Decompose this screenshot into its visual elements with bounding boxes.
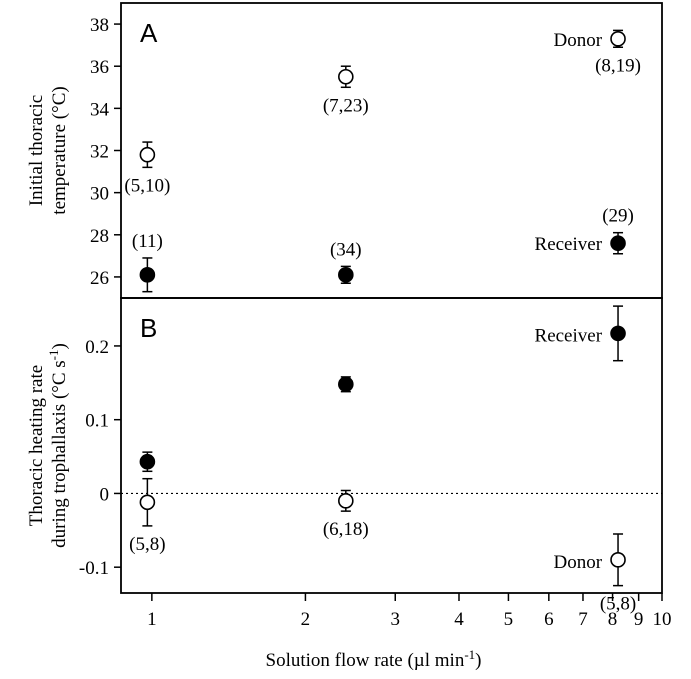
ytick-label-B-1: 0 [100, 484, 110, 505]
panel-A-receiver-0-label: (11) [132, 231, 163, 252]
panel-B-receiver-1-point [338, 376, 354, 393]
panel-B-donor-0-point [139, 494, 156, 511]
xtick-label-3: 4 [454, 609, 464, 630]
panel-B-donor-2-point [610, 552, 626, 568]
panel-B-receiver-0-point [139, 453, 156, 470]
panel-A-donor-0-point [139, 146, 156, 163]
panel-A-donor-0-label: (5,10) [124, 175, 170, 196]
ytick-label-A-1: 28 [90, 226, 109, 247]
xtick-label-6: 7 [578, 609, 588, 630]
ytick-label-A-6: 38 [90, 15, 109, 36]
panel-B-donor-2-label: (5,8) [600, 594, 636, 615]
series-label-B-donor: Donor [553, 552, 602, 573]
panel-A-receiver-1-label: (34) [330, 239, 362, 260]
panel-A-receiver-2-point [610, 235, 626, 252]
ytick-label-B-0: -0.1 [79, 558, 109, 579]
panel-B-frame [120, 297, 663, 594]
series-label-A-receiver: Receiver [535, 234, 603, 255]
panel-B-letter: B [140, 313, 157, 343]
ytick-label-B-3: 0.2 [85, 337, 109, 358]
ytick-label-A-4: 34 [90, 99, 110, 120]
xtick-label-1: 2 [301, 609, 311, 630]
xtick-label-9: 10 [653, 609, 672, 630]
xtick-label-5: 6 [544, 609, 554, 630]
xtick-label-0: 1 [147, 609, 157, 630]
ytick-label-A-3: 32 [90, 142, 109, 163]
ytick-label-A-2: 30 [90, 184, 109, 205]
ylabel-B-line-1: Thoracic heating rate [26, 365, 47, 526]
series-label-A-donor: Donor [553, 30, 602, 51]
panel-B-donor-0-label: (5,8) [129, 534, 165, 555]
panel-A-receiver-0-point [139, 267, 156, 283]
ylabel-A-line-2: temperature (°C) [49, 86, 70, 214]
panel-B-receiver-2-point [610, 325, 626, 342]
xlabel: Solution flow rate (µl min-1) [266, 647, 482, 671]
panel-A-donor-1-label: (7,23) [323, 95, 369, 116]
ytick-label-B-2: 0.1 [85, 411, 109, 432]
xtick-label-7: 8 [608, 609, 618, 630]
ylabel-B-line-2: during trophallaxis (°C s-1) [46, 343, 70, 548]
xtick-label-8: 9 [634, 609, 644, 630]
panel-A-donor-2-point [610, 31, 626, 47]
ylabel-A-line-1: Initial thoracic [26, 95, 47, 206]
panel-A-receiver-1-point [338, 267, 354, 283]
panel-A-letter: A [140, 18, 158, 48]
xtick-label-4: 5 [504, 609, 514, 630]
panel-B-donor-1-label: (6,18) [323, 519, 369, 540]
series-label-B-receiver: Receiver [535, 325, 603, 346]
xtick-label-2: 3 [391, 609, 401, 630]
ytick-label-A-5: 36 [90, 57, 109, 78]
panel-A-receiver-2-label: (29) [602, 206, 634, 227]
panel-B-donor-1-point [338, 493, 354, 509]
ytick-label-A-0: 26 [90, 268, 109, 289]
panel-A-donor-2-label: (8,19) [595, 55, 641, 76]
panel-A-donor-1-point [338, 68, 354, 85]
